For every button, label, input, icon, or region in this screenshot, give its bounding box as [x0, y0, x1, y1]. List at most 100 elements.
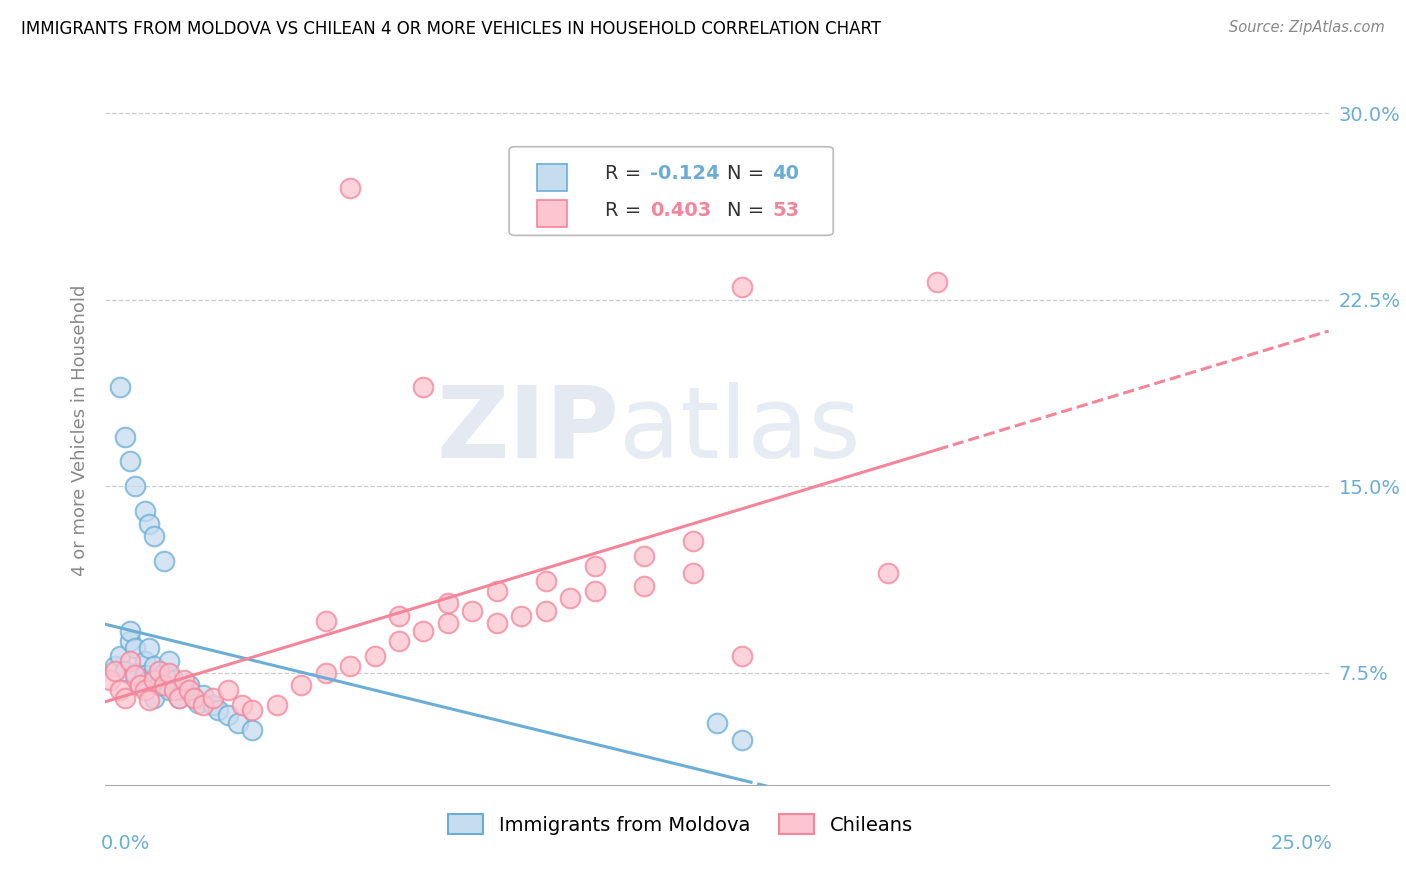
Point	[388, 608, 411, 623]
Text: 0.0%: 0.0%	[101, 834, 150, 853]
Point	[240, 703, 263, 717]
Text: 25.0%: 25.0%	[1271, 834, 1333, 853]
Point	[148, 664, 170, 678]
Text: N =: N =	[727, 201, 770, 219]
Point	[134, 504, 156, 518]
Point	[226, 715, 249, 730]
Point	[202, 690, 225, 705]
Point	[134, 668, 156, 682]
Point	[633, 549, 655, 563]
Text: R =: R =	[605, 201, 647, 219]
Point	[682, 566, 704, 581]
Point	[388, 633, 411, 648]
Point	[118, 624, 141, 638]
Point	[183, 690, 205, 705]
Point	[217, 708, 239, 723]
Text: IMMIGRANTS FROM MOLDOVA VS CHILEAN 4 OR MORE VEHICLES IN HOUSEHOLD CORRELATION C: IMMIGRANTS FROM MOLDOVA VS CHILEAN 4 OR …	[21, 20, 882, 37]
Point	[128, 678, 150, 692]
Point	[437, 616, 460, 631]
Point	[118, 454, 141, 468]
Point	[266, 698, 288, 713]
Point	[138, 693, 160, 707]
Text: ZIP: ZIP	[436, 382, 619, 479]
Point	[534, 574, 557, 588]
Point	[363, 648, 385, 663]
Point	[153, 665, 176, 680]
Point	[143, 658, 166, 673]
Point	[114, 690, 136, 705]
Text: Source: ZipAtlas.com: Source: ZipAtlas.com	[1229, 20, 1385, 35]
Point	[104, 664, 127, 678]
Point	[290, 678, 312, 692]
Point	[124, 665, 146, 680]
Point	[682, 534, 704, 549]
Point	[167, 690, 190, 705]
Point	[412, 624, 434, 638]
Point	[240, 723, 263, 738]
Point	[339, 658, 361, 673]
Point	[153, 554, 176, 568]
Point	[143, 673, 166, 688]
Bar	[537, 201, 568, 227]
Text: 0.403: 0.403	[650, 201, 711, 219]
Point	[510, 608, 533, 623]
Point	[177, 678, 200, 692]
Point	[202, 698, 225, 713]
Point	[134, 654, 156, 668]
Point	[118, 633, 141, 648]
Point	[143, 690, 166, 705]
Point	[108, 380, 131, 394]
Point	[633, 579, 655, 593]
Point	[138, 641, 160, 656]
Point	[124, 479, 146, 493]
Text: R =: R =	[605, 164, 647, 183]
Point	[124, 641, 146, 656]
Point	[315, 665, 337, 680]
Point	[730, 280, 752, 294]
Point	[148, 678, 170, 692]
Point	[163, 673, 186, 688]
Point	[124, 668, 146, 682]
Point	[461, 604, 484, 618]
Point	[217, 683, 239, 698]
Point	[108, 683, 131, 698]
Point	[157, 654, 180, 668]
Point	[927, 276, 949, 290]
Point	[134, 683, 156, 698]
Point	[706, 715, 728, 730]
Point	[315, 614, 337, 628]
Point	[207, 703, 229, 717]
Text: 53: 53	[772, 201, 799, 219]
Point	[98, 673, 121, 688]
Y-axis label: 4 or more Vehicles in Household: 4 or more Vehicles in Household	[70, 285, 89, 576]
Point	[534, 604, 557, 618]
Point	[485, 583, 508, 598]
Point	[114, 429, 136, 443]
Point	[183, 690, 205, 705]
Point	[157, 665, 180, 680]
Point	[412, 380, 434, 394]
Point	[138, 516, 160, 531]
Point	[193, 689, 215, 703]
Point	[877, 566, 900, 581]
Text: N =: N =	[727, 164, 770, 183]
Point	[339, 181, 361, 195]
Text: -0.124: -0.124	[650, 164, 720, 183]
Point	[583, 559, 606, 574]
Point	[437, 596, 460, 610]
Point	[163, 683, 186, 698]
Point	[167, 690, 190, 705]
Point	[173, 683, 195, 698]
Point	[118, 654, 141, 668]
Point	[730, 733, 752, 747]
Point	[128, 678, 150, 692]
Text: 40: 40	[772, 164, 799, 183]
Point	[108, 648, 131, 663]
Legend: Immigrants from Moldova, Chileans: Immigrants from Moldova, Chileans	[440, 806, 921, 843]
Point	[104, 658, 127, 673]
Point	[193, 698, 215, 713]
Point	[138, 673, 160, 688]
Point	[143, 529, 166, 543]
Point	[485, 616, 508, 631]
Point	[153, 678, 176, 692]
